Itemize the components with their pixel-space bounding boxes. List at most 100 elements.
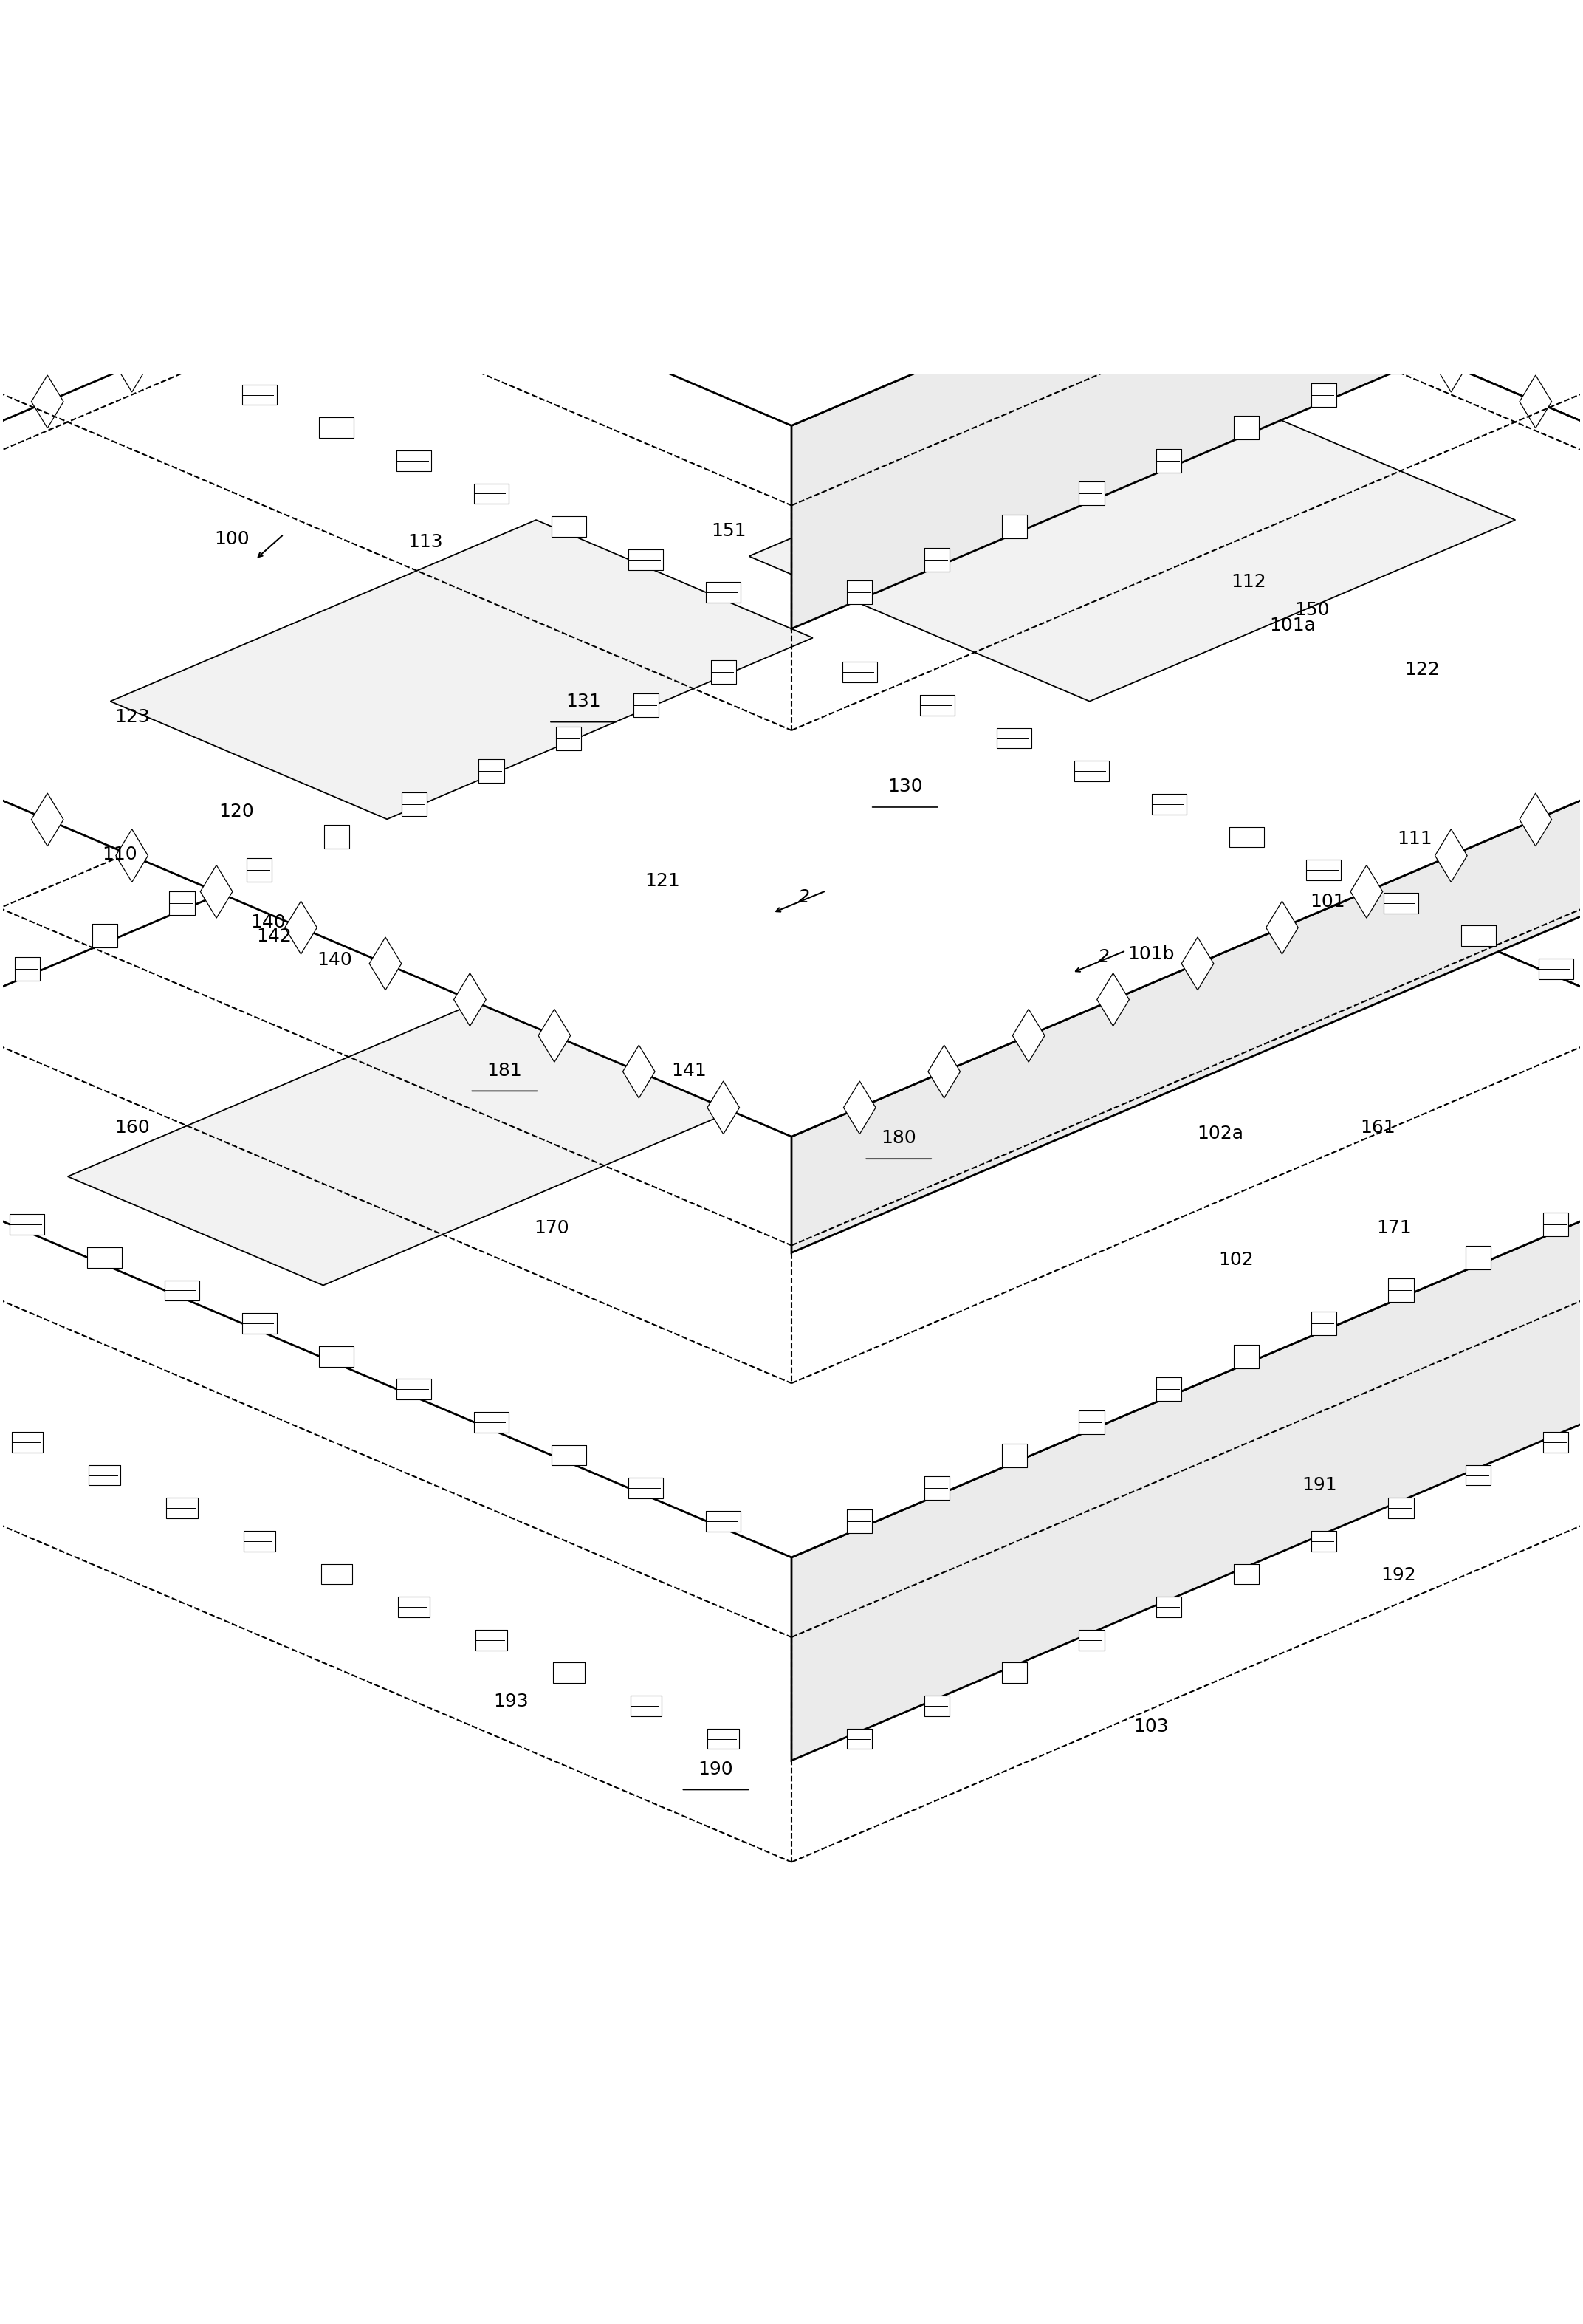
Text: 110: 110 (103, 846, 138, 862)
FancyBboxPatch shape (551, 516, 586, 537)
FancyBboxPatch shape (1002, 1662, 1027, 1683)
FancyBboxPatch shape (473, 483, 508, 504)
Polygon shape (708, 88, 739, 139)
FancyBboxPatch shape (551, 1446, 586, 1466)
Polygon shape (1436, 830, 1467, 883)
Text: 180: 180 (882, 1129, 917, 1148)
FancyBboxPatch shape (1543, 1213, 1569, 1236)
FancyBboxPatch shape (1228, 827, 1263, 848)
Text: 131: 131 (565, 693, 602, 711)
Text: 150: 150 (1295, 602, 1330, 618)
FancyBboxPatch shape (1233, 1564, 1258, 1585)
Text: 130: 130 (888, 779, 923, 795)
FancyBboxPatch shape (1461, 925, 1496, 946)
Text: 181: 181 (488, 1062, 522, 1078)
FancyBboxPatch shape (165, 351, 199, 372)
Polygon shape (1181, 937, 1214, 990)
FancyBboxPatch shape (1157, 1378, 1181, 1401)
Polygon shape (454, 974, 486, 1027)
FancyBboxPatch shape (9, 286, 44, 307)
FancyBboxPatch shape (847, 1508, 872, 1534)
Polygon shape (285, 902, 317, 955)
Polygon shape (68, 995, 749, 1285)
FancyBboxPatch shape (92, 0, 117, 19)
FancyBboxPatch shape (1388, 1499, 1414, 1518)
FancyBboxPatch shape (320, 418, 355, 437)
Text: 102a: 102a (1197, 1125, 1244, 1143)
Polygon shape (792, 1104, 1583, 1762)
FancyBboxPatch shape (1466, 316, 1491, 342)
Polygon shape (116, 830, 147, 883)
FancyBboxPatch shape (847, 1729, 872, 1750)
Text: 113: 113 (408, 532, 443, 551)
FancyBboxPatch shape (1388, 351, 1414, 374)
FancyBboxPatch shape (1080, 1411, 1105, 1434)
Text: 193: 193 (494, 1692, 529, 1710)
FancyBboxPatch shape (321, 1564, 353, 1585)
Polygon shape (538, 1009, 570, 1062)
FancyBboxPatch shape (842, 662, 877, 683)
FancyBboxPatch shape (1543, 1432, 1569, 1452)
Polygon shape (928, 123, 961, 177)
Polygon shape (201, 302, 233, 356)
FancyBboxPatch shape (711, 660, 736, 683)
Polygon shape (844, 1081, 875, 1134)
Text: 2: 2 (798, 888, 810, 906)
FancyBboxPatch shape (399, 1597, 429, 1618)
Text: 192: 192 (1380, 1566, 1417, 1585)
Text: 140: 140 (250, 913, 285, 932)
FancyBboxPatch shape (1233, 1346, 1258, 1369)
Polygon shape (792, 84, 1583, 727)
Polygon shape (928, 1046, 961, 1097)
FancyBboxPatch shape (924, 1697, 950, 1715)
Polygon shape (32, 374, 63, 428)
FancyBboxPatch shape (14, 957, 40, 981)
Text: 120: 120 (218, 804, 255, 820)
Polygon shape (1013, 158, 1045, 211)
FancyBboxPatch shape (1233, 416, 1258, 439)
FancyBboxPatch shape (242, 383, 277, 404)
FancyBboxPatch shape (473, 1413, 508, 1432)
FancyBboxPatch shape (847, 581, 872, 604)
Polygon shape (622, 123, 655, 177)
FancyBboxPatch shape (1157, 449, 1181, 472)
FancyBboxPatch shape (1466, 1464, 1491, 1485)
Polygon shape (792, 611, 1583, 1253)
Text: 100: 100 (214, 530, 249, 548)
FancyBboxPatch shape (11, 1432, 43, 1452)
FancyBboxPatch shape (633, 693, 659, 718)
Polygon shape (792, 0, 1583, 630)
Polygon shape (792, 0, 1583, 174)
Text: 151: 151 (711, 523, 746, 539)
Polygon shape (1097, 195, 1129, 249)
Polygon shape (0, 84, 1583, 1136)
FancyBboxPatch shape (397, 451, 431, 472)
Polygon shape (1266, 267, 1298, 321)
Text: 170: 170 (533, 1220, 570, 1236)
FancyBboxPatch shape (247, 858, 272, 881)
Text: 103: 103 (1133, 1717, 1168, 1736)
FancyBboxPatch shape (1461, 0, 1496, 19)
Polygon shape (708, 1081, 739, 1134)
Text: 190: 190 (698, 1759, 733, 1778)
FancyBboxPatch shape (556, 727, 581, 751)
FancyBboxPatch shape (166, 1499, 198, 1518)
FancyBboxPatch shape (14, 28, 40, 51)
FancyBboxPatch shape (165, 1281, 199, 1301)
Polygon shape (0, 0, 1583, 425)
FancyBboxPatch shape (1152, 795, 1186, 813)
Text: 161: 161 (1360, 1118, 1396, 1136)
Text: 141: 141 (671, 1062, 706, 1078)
Polygon shape (1520, 792, 1551, 846)
Polygon shape (237, 0, 1346, 207)
Polygon shape (1013, 1009, 1045, 1062)
FancyBboxPatch shape (87, 1248, 122, 1269)
FancyBboxPatch shape (706, 1511, 741, 1532)
Text: 101: 101 (1311, 892, 1346, 911)
FancyBboxPatch shape (1311, 1311, 1336, 1336)
FancyBboxPatch shape (1539, 957, 1574, 978)
Polygon shape (1350, 865, 1382, 918)
FancyBboxPatch shape (997, 727, 1032, 748)
FancyBboxPatch shape (1543, 284, 1569, 307)
FancyBboxPatch shape (320, 1346, 355, 1367)
